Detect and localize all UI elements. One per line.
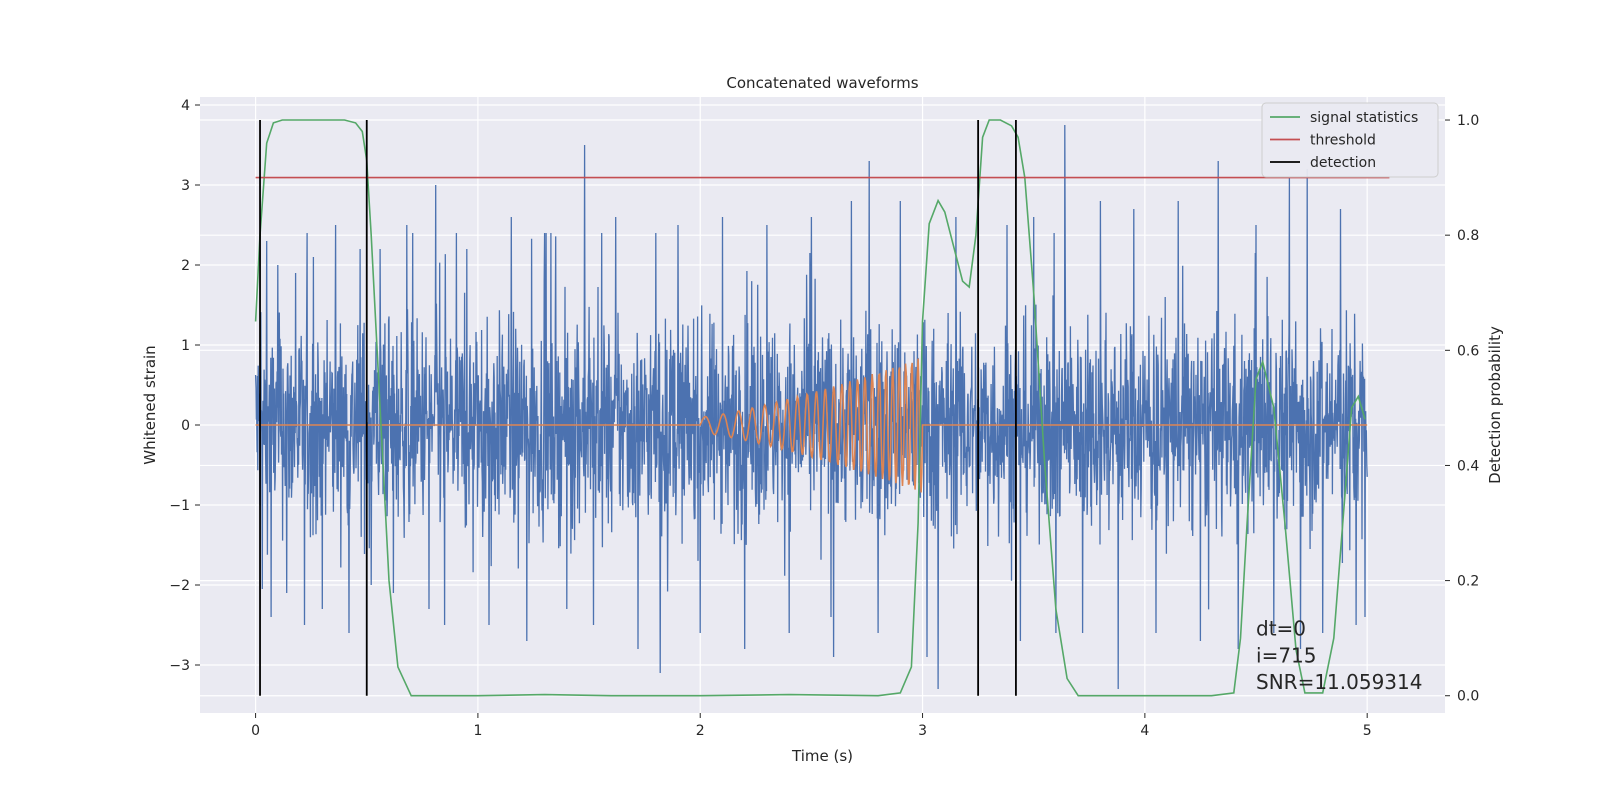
noise-series (254, 124, 1368, 690)
y-tick-label: 2 (181, 258, 190, 274)
y2-axis-label: Detection probability (1486, 326, 1504, 484)
x-axis-label: Time (s) (791, 747, 853, 765)
y2-tick-label: 1.0 (1457, 113, 1479, 129)
y-tick-label: 4 (181, 98, 190, 114)
ticks: 0 1 2 3 4 5 −3 −2 −1 0 1 2 3 4 0.0 0.2 0.4 0.6 0.8 1.0 (169, 98, 1479, 739)
x-tick-label: 2 (696, 723, 705, 739)
annotation-text: i=715 (1256, 643, 1317, 667)
detection-lines (259, 120, 1017, 696)
y-tick-label: 0 (181, 418, 190, 434)
x-tick-label: 3 (918, 723, 927, 739)
x-tick-label: 0 (251, 723, 260, 739)
y2-tick-label: 0.4 (1457, 458, 1479, 474)
right-axis-series (254, 119, 1390, 697)
legend: signal statistics threshold detection (1261, 102, 1439, 178)
legend-entry: detection (1310, 155, 1376, 171)
x-tick-label: 5 (1363, 723, 1372, 739)
chirp-series (255, 358, 1368, 493)
annotation-text: SNR=11.059314 (1256, 670, 1422, 694)
y-axis-label: Whitened strain (141, 345, 159, 464)
signal-statistics-line (254, 119, 1366, 697)
y2-tick-label: 0.6 (1457, 343, 1479, 359)
y2-tick-label: 0.0 (1457, 689, 1479, 705)
y-tick-label: −3 (169, 658, 190, 674)
annotation-text: dt=0 (1256, 616, 1306, 640)
annotations: dt=0 i=715 SNR=11.059314 (1256, 616, 1422, 694)
x-tick-label: 4 (1140, 723, 1149, 739)
chirp-line (255, 358, 1368, 493)
noise-line (254, 124, 1368, 690)
y-tick-label: −1 (169, 498, 190, 514)
legend-entry: threshold (1310, 133, 1376, 149)
y-tick-label: 3 (181, 178, 190, 194)
y2-tick-label: 0.2 (1457, 574, 1479, 590)
x-tick-label: 1 (473, 723, 482, 739)
y-tick-label: 1 (181, 338, 190, 354)
legend-box (1261, 102, 1439, 178)
y2-tick-label: 0.8 (1457, 228, 1479, 244)
chart-title: Concatenated waveforms (726, 74, 918, 92)
legend-entry: signal statistics (1310, 110, 1418, 126)
y-tick-label: −2 (169, 578, 190, 594)
